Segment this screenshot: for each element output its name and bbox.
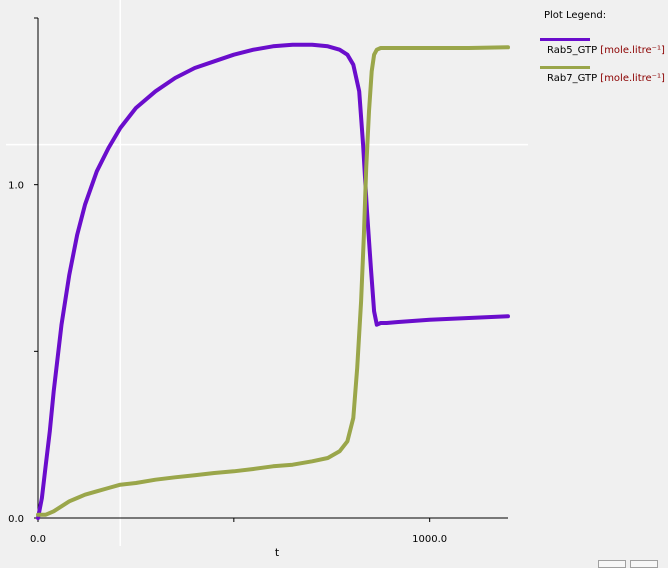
legend-entry[interactable]: Rab7_GTP [mole.litre⁻¹] (540, 66, 668, 88)
legend-series-name: Rab7_GTP (547, 73, 598, 84)
corner-box-right[interactable] (630, 560, 658, 568)
legend-series-unit: [mole.litre⁻¹] (597, 73, 665, 84)
series-line-rab5-gtp (36, 42, 510, 520)
legend-entry[interactable]: Rab5_GTP [mole.litre⁻¹] (540, 38, 668, 60)
plot-legend: Plot Legend: Rab5_GTP [mole.litre⁻¹] Rab7… (530, 0, 668, 566)
legend-swatch (540, 38, 590, 41)
legend-swatch (540, 66, 590, 69)
legend-label: Rab5_GTP [mole.litre⁻¹] (547, 45, 665, 56)
legend-series-name: Rab5_GTP (547, 45, 598, 56)
x-tick-label: 0.0 (30, 534, 46, 545)
x-axis-title: t (275, 546, 280, 559)
plot-area[interactable]: 0.0 1.0 0.0 1000.0 t (0, 0, 530, 566)
resize-handle[interactable] (598, 560, 658, 568)
line-chart: 0.0 1.0 0.0 1000.0 t (6, 0, 528, 559)
x-tick-label: 1000.0 (412, 534, 447, 545)
y-tick-label: 1.0 (8, 181, 24, 192)
legend-label: Rab7_GTP [mole.litre⁻¹] (547, 73, 665, 84)
legend-title: Plot Legend: (544, 10, 607, 21)
legend-series-unit: [mole.litre⁻¹] (597, 45, 665, 56)
corner-box-left[interactable] (598, 560, 626, 568)
series-line-rab7-gtp (36, 45, 510, 517)
y-tick-label: 0.0 (8, 514, 24, 525)
